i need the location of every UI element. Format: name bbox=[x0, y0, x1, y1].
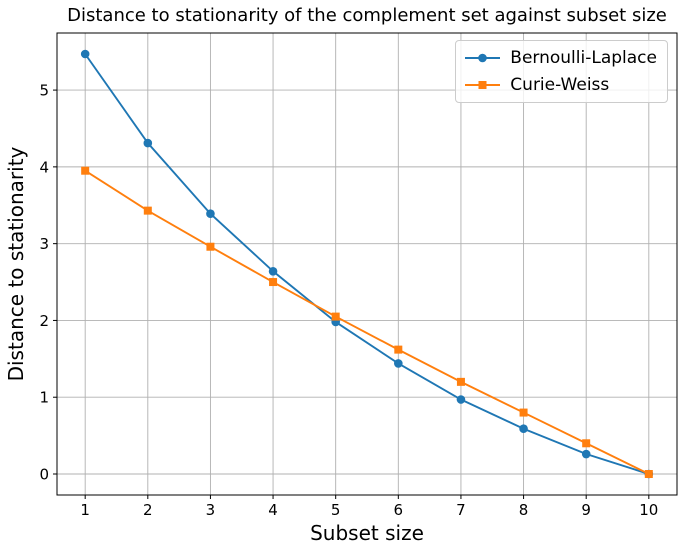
plot-area: 1 2 3 4 5 6 7 8 9 10 0 1 2 3 4 5 Bernoulli-Laplace Curie… bbox=[39, 32, 678, 519]
data-point-marker bbox=[206, 242, 215, 251]
y-tick-label: 2 bbox=[39, 312, 49, 330]
y-tick-label: 1 bbox=[39, 389, 49, 407]
data-point-marker bbox=[206, 209, 215, 219]
data-point-marker bbox=[80, 49, 90, 59]
data-point-marker bbox=[644, 470, 653, 478]
legend-item-label: Curie-Weiss bbox=[510, 75, 610, 95]
x-tick-label: 10 bbox=[639, 501, 658, 519]
data-point-marker bbox=[582, 439, 591, 448]
data-point-marker bbox=[394, 359, 403, 368]
y-tick-label: 5 bbox=[39, 82, 49, 100]
legend-line-square-marker-icon bbox=[465, 81, 501, 89]
data-point-marker bbox=[143, 138, 153, 148]
x-tick-label: 6 bbox=[394, 501, 404, 519]
x-tick-label: 3 bbox=[206, 501, 216, 519]
legend-item-label: Bernoulli-Laplace bbox=[510, 48, 657, 68]
legend-sample-marker bbox=[478, 53, 488, 63]
y-tick-label: 4 bbox=[39, 158, 49, 176]
legend-item: Bernoulli-Laplace bbox=[464, 46, 657, 70]
x-tick-label: 4 bbox=[268, 501, 278, 519]
data-point-marker bbox=[143, 206, 152, 215]
data-point-marker bbox=[331, 312, 340, 321]
x-tick-label: 5 bbox=[331, 501, 341, 519]
y-tick-label: 3 bbox=[39, 235, 49, 253]
data-point-marker bbox=[519, 424, 528, 433]
y-axis-label: Distance to stationarity bbox=[4, 146, 28, 382]
y-tick-label: 0 bbox=[39, 466, 49, 484]
plot-frame bbox=[56, 32, 678, 496]
legend-line-circle-marker-icon bbox=[465, 53, 501, 63]
x-tick-label: 9 bbox=[581, 501, 591, 519]
data-point-marker bbox=[581, 449, 591, 459]
data-point-marker bbox=[269, 278, 278, 287]
legend: Bernoulli-Laplace Curie-Weiss bbox=[455, 40, 668, 103]
x-axis-label: Subset size bbox=[310, 521, 424, 545]
legend-sample-marker bbox=[478, 81, 487, 89]
data-point-marker bbox=[456, 395, 466, 404]
x-tick-label: 7 bbox=[456, 501, 466, 519]
data-point-marker bbox=[268, 266, 278, 276]
series-line-0 bbox=[84, 53, 650, 475]
legend-item: Curie-Weiss bbox=[464, 73, 657, 97]
data-point-marker bbox=[456, 377, 465, 386]
series-line-1 bbox=[84, 169, 650, 475]
data-point-marker bbox=[519, 408, 528, 417]
x-tick-label: 1 bbox=[80, 501, 90, 519]
x-tick-label: 2 bbox=[143, 501, 153, 519]
chart-canvas: 1 2 3 4 5 6 7 8 9 10 0 1 2 3 4 5 bbox=[39, 32, 678, 519]
data-point-marker bbox=[394, 345, 403, 354]
data-point-marker bbox=[81, 166, 90, 175]
chart-title: Distance to stationarity of the compleme… bbox=[67, 5, 667, 26]
x-tick-label: 8 bbox=[519, 501, 529, 519]
